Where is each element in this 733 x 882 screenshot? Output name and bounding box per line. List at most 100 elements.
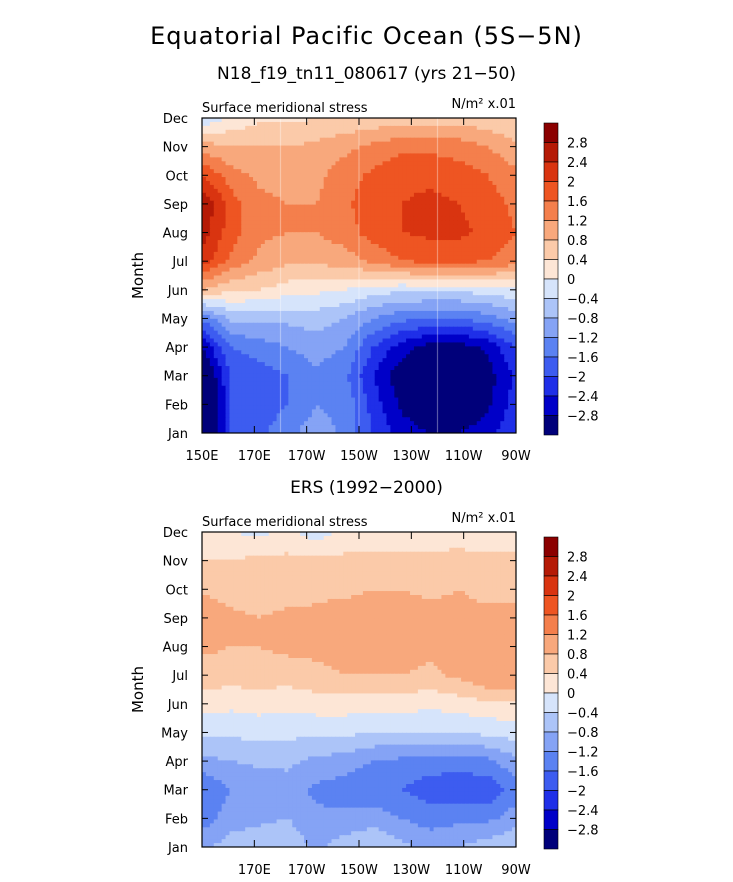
- contour-cell: [508, 145, 513, 151]
- contour-cell: [292, 295, 297, 300]
- contour-cell: [484, 326, 490, 332]
- contour-cell: [476, 322, 482, 328]
- contour-cell: [284, 204, 289, 210]
- contour-cell: [472, 137, 478, 143]
- contour-cell: [461, 342, 466, 347]
- contour-cell: [402, 145, 407, 151]
- contour-cell: [202, 149, 207, 155]
- contour-cell: [429, 267, 435, 273]
- contour-cell: [343, 267, 348, 273]
- contour-cell: [449, 121, 454, 127]
- contour-cell: [402, 291, 407, 296]
- contour-cell: [472, 322, 478, 328]
- contour-cell: [229, 141, 234, 147]
- contour-cell: [233, 303, 238, 308]
- contour-cell: [382, 322, 388, 328]
- contour-cell: [413, 244, 419, 249]
- contour-cell: [339, 303, 344, 308]
- contour-cell: [417, 299, 423, 304]
- contour-cell: [410, 358, 415, 363]
- contour-cell: [288, 212, 293, 218]
- contour-cell: [508, 318, 513, 324]
- contour-cell: [202, 350, 207, 355]
- contour-cell: [472, 295, 478, 300]
- contour-cell: [260, 121, 266, 127]
- contour-cell: [492, 125, 497, 131]
- contour-cell: [249, 161, 254, 166]
- contour-cell: [300, 342, 305, 347]
- contour-cell: [300, 153, 305, 158]
- contour-cell: [249, 240, 254, 245]
- contour-cell: [241, 220, 246, 225]
- contour-cell: [449, 267, 454, 273]
- contour-cell: [429, 295, 435, 300]
- contour-cell: [245, 169, 250, 174]
- contour-cell: [335, 279, 340, 284]
- contour-cell: [272, 338, 278, 344]
- contour-cell: [378, 181, 384, 186]
- contour-cell: [237, 188, 242, 194]
- contour-cell: [225, 173, 231, 178]
- contour-cell: [284, 338, 289, 344]
- contour-cell: [504, 334, 509, 340]
- contour-cell: [229, 169, 234, 174]
- contour-cell: [272, 322, 278, 328]
- contour-cell: [500, 165, 505, 170]
- contour-cell: [508, 232, 513, 237]
- contour-cell: [417, 314, 423, 320]
- contour-cell: [480, 295, 486, 300]
- contour-cell: [327, 295, 333, 300]
- contour-cell: [331, 291, 337, 296]
- contour-cell: [351, 275, 356, 281]
- contour-cell: [464, 232, 470, 237]
- contour-cell: [398, 283, 403, 288]
- contour-cell: [260, 283, 266, 288]
- contour-cell: [202, 137, 207, 143]
- contour-cell: [217, 303, 223, 308]
- contour-cell: [237, 287, 242, 292]
- contour-cell: [386, 220, 391, 225]
- contour-cell: [272, 307, 278, 312]
- contour-cell: [461, 275, 466, 281]
- contour-cell: [382, 299, 388, 304]
- contour-cell: [374, 271, 380, 277]
- contour-cell: [205, 137, 211, 143]
- contour-cell: [441, 173, 446, 178]
- contour-cell: [386, 121, 391, 127]
- contour-cell: [417, 307, 423, 312]
- contour-cell: [378, 188, 384, 194]
- contour-cell: [504, 322, 509, 328]
- contour-cell: [276, 181, 282, 186]
- contour-cell: [382, 303, 388, 308]
- contour-cell: [417, 125, 423, 131]
- contour-cell: [500, 228, 505, 233]
- contour-cell: [370, 338, 376, 344]
- contour-cell: [217, 133, 223, 139]
- contour-cell: [339, 275, 344, 281]
- contour-cell: [449, 342, 454, 347]
- contour-cell: [205, 236, 211, 241]
- contour-cell: [272, 208, 278, 214]
- contour-cell: [205, 145, 211, 151]
- contour-cell: [362, 224, 368, 229]
- contour-cell: [429, 184, 435, 190]
- contour-cell: [241, 236, 246, 241]
- contour-cell: [335, 255, 340, 261]
- contour-cell: [449, 196, 454, 202]
- contour-cell: [410, 208, 415, 214]
- contour-cell: [233, 121, 238, 127]
- contour-cell: [268, 322, 274, 328]
- contour-cell: [237, 275, 242, 281]
- contour-cell: [300, 326, 305, 332]
- contour-cell: [205, 322, 211, 328]
- contour-cell: [382, 251, 388, 257]
- contour-cell: [233, 181, 238, 186]
- contour-cell: [288, 307, 293, 312]
- contour-cell: [370, 350, 376, 355]
- contour-cell: [323, 251, 329, 257]
- contour-cell: [284, 212, 289, 218]
- contour-cell: [241, 350, 246, 355]
- contour-cell: [417, 145, 423, 151]
- contour-cell: [292, 362, 297, 367]
- contour-cell: [508, 200, 513, 206]
